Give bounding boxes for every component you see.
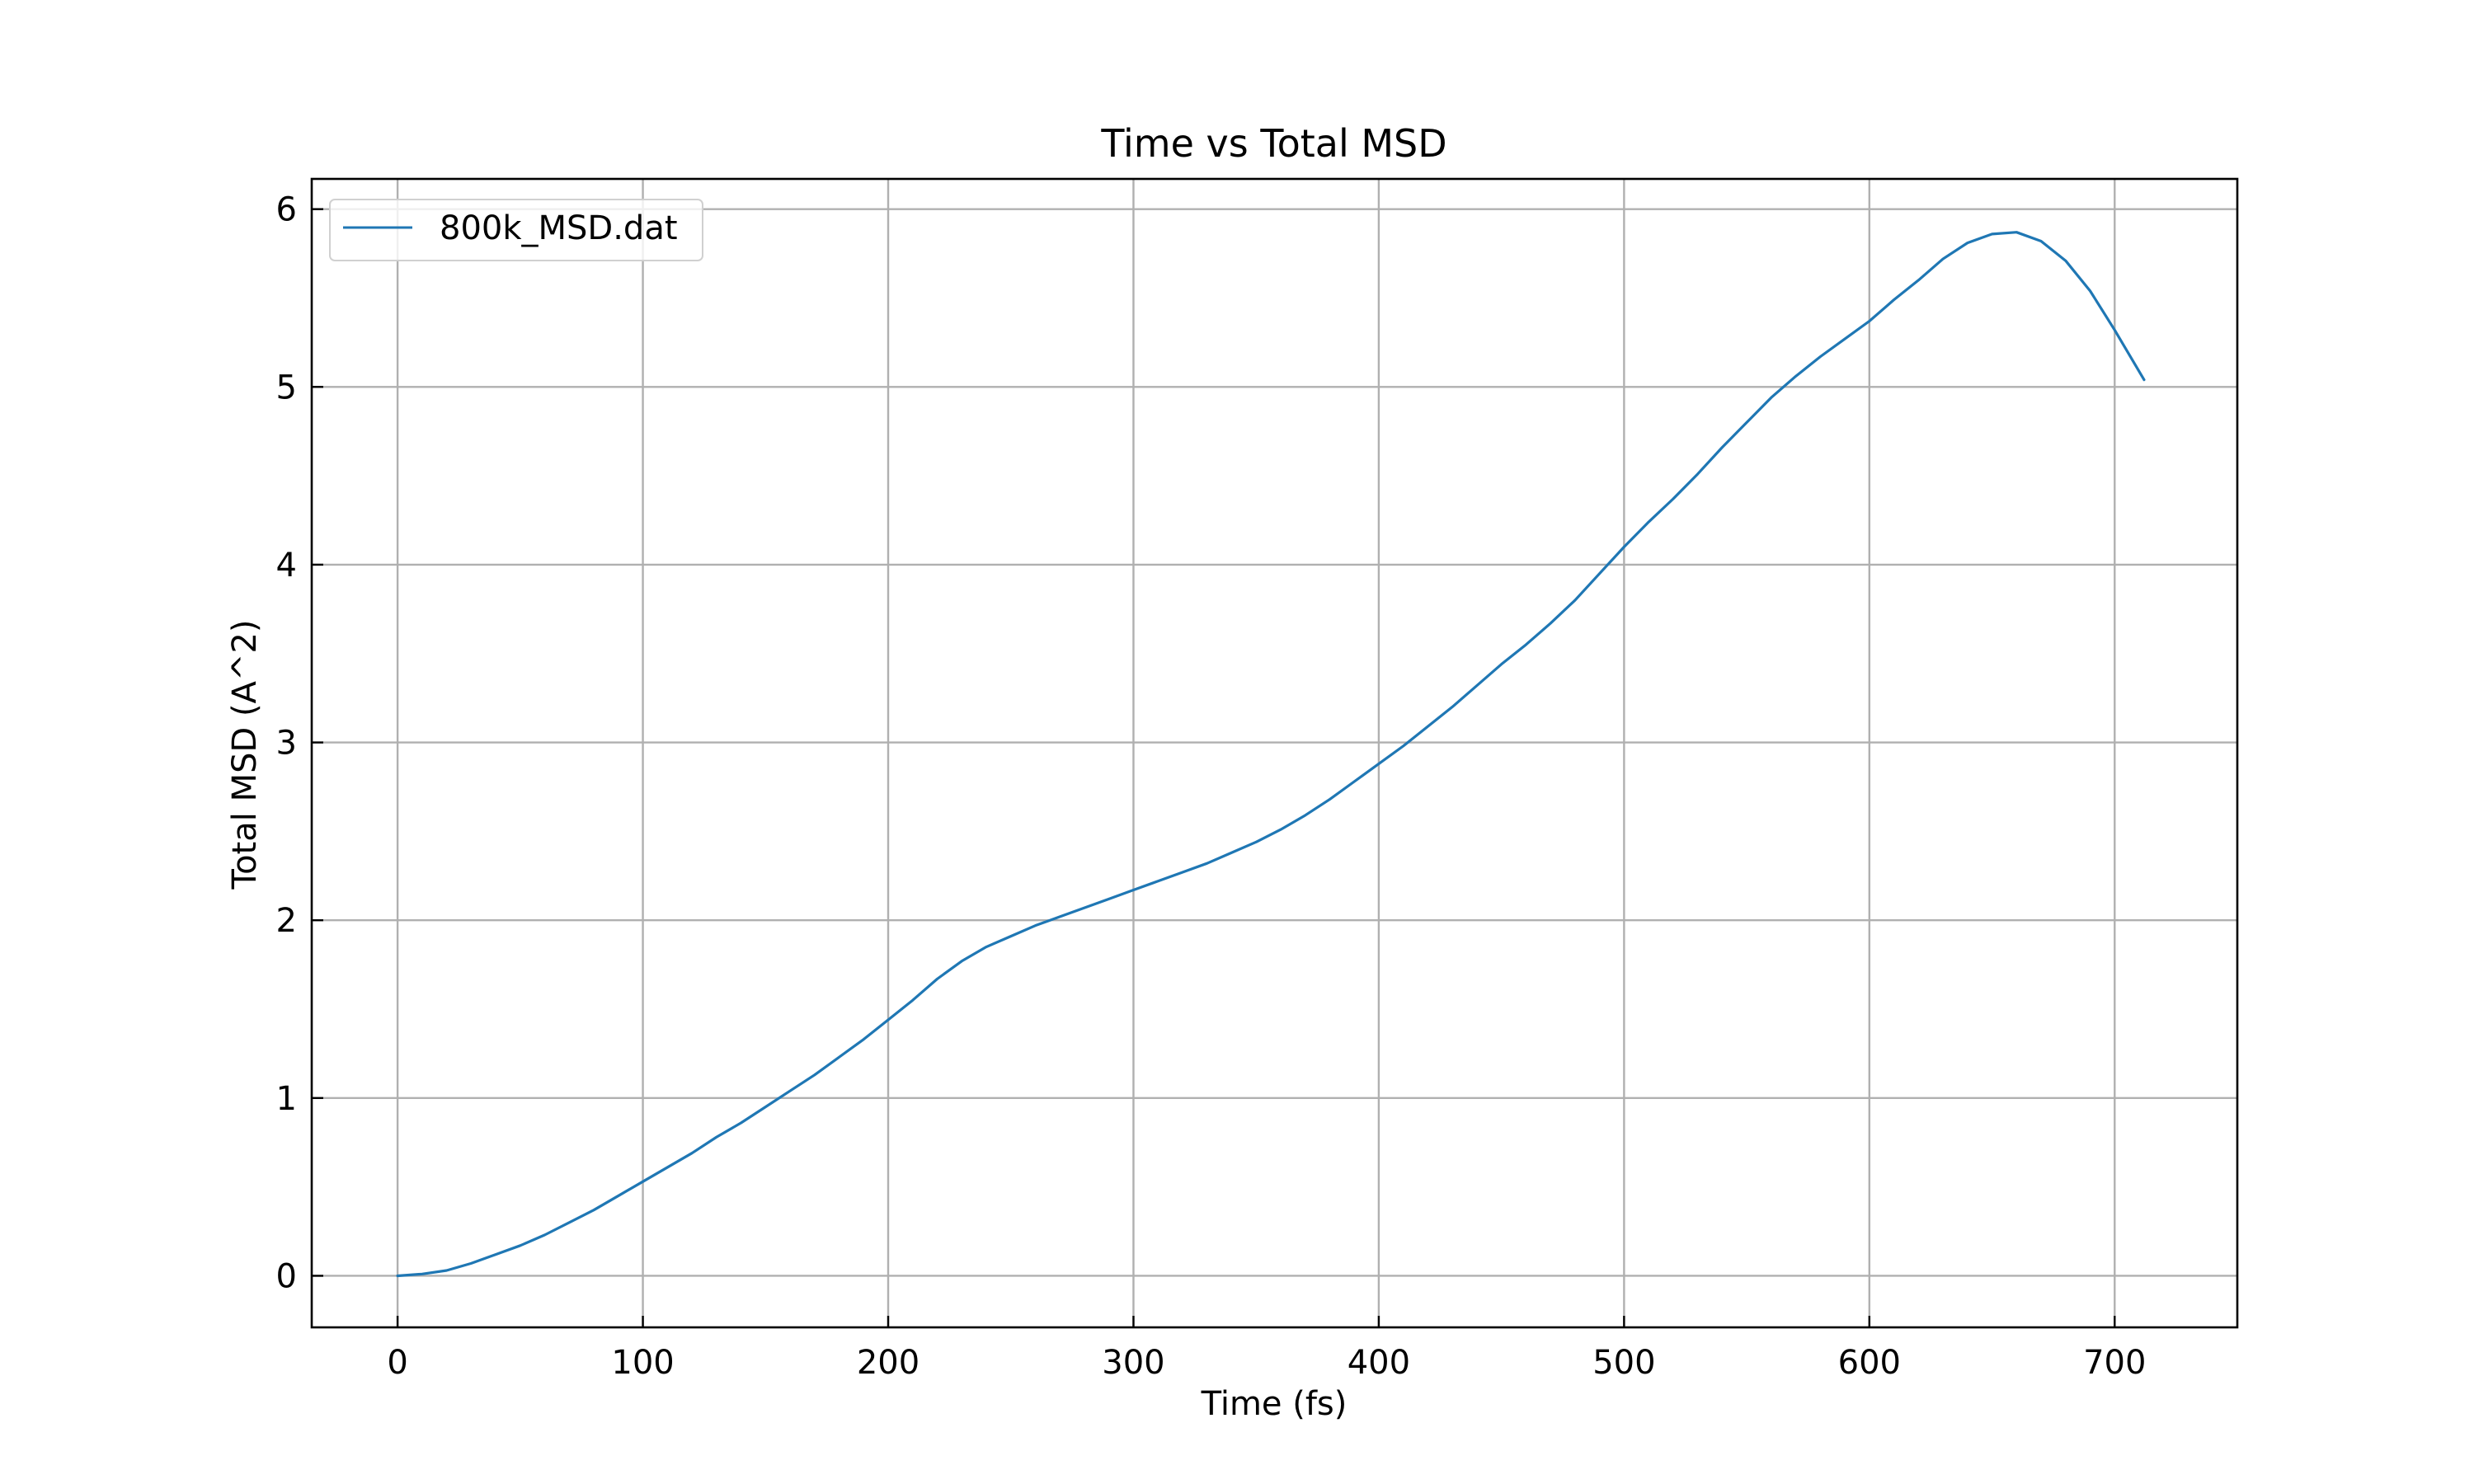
x-tick-label: 300: [1102, 1344, 1164, 1382]
legend-label: 800k_MSD.dat: [440, 209, 678, 247]
x-axis-label: Time (fs): [1201, 1385, 1348, 1423]
y-axis-label: Total MSD (A^2): [226, 619, 264, 890]
y-tick-label: 1: [276, 1080, 297, 1118]
legend: 800k_MSD.dat: [329, 199, 703, 261]
plot-area: [396, 231, 2146, 1278]
x-axis-ticks: 0 100 200 300 400 500 600 700: [387, 1316, 2146, 1382]
y-axis-ticks: 0 1 2 3 4 5 6: [276, 191, 323, 1295]
axes-frame: [310, 177, 2239, 1329]
grid-lines: [312, 179, 2237, 1327]
y-tick-label: 6: [276, 191, 297, 229]
y-tick-label: 3: [276, 725, 297, 763]
series-line-0: [396, 231, 2146, 1278]
x-tick-label: 500: [1592, 1344, 1655, 1382]
y-tick-label: 2: [276, 902, 297, 940]
legend-box: [329, 199, 703, 261]
x-tick-label: 0: [387, 1344, 407, 1382]
axes: [310, 177, 2239, 1329]
y-tick-label: 5: [276, 369, 297, 406]
x-tick-label: 200: [857, 1344, 920, 1382]
x-tick-label: 600: [1838, 1344, 1901, 1382]
y-tick-label: 0: [276, 1257, 297, 1295]
x-tick-label: 700: [2083, 1344, 2146, 1382]
y-tick-label: 4: [276, 547, 297, 585]
chart-title: Time vs Total MSD: [1100, 121, 1446, 166]
x-tick-label: 400: [1348, 1344, 1410, 1382]
x-tick-label: 100: [611, 1344, 674, 1382]
